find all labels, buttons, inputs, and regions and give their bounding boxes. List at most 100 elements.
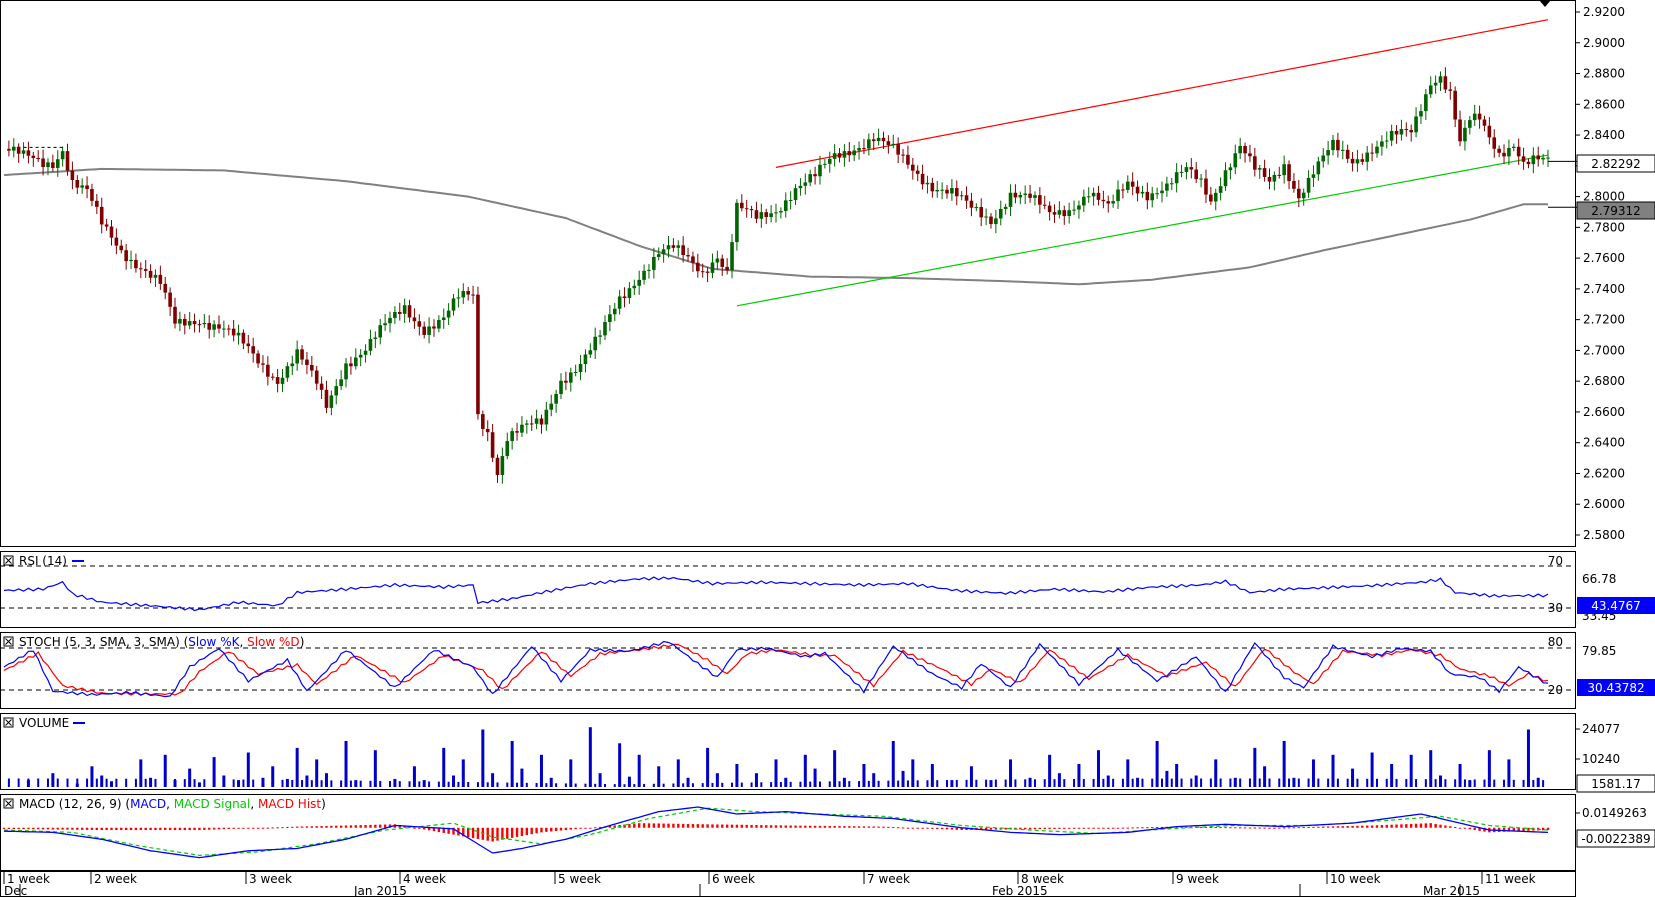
stoch-slow-d-label: Slow %D <box>247 635 300 649</box>
macd-hist-bar <box>882 826 885 828</box>
volume-bar <box>1155 741 1159 787</box>
candle-body <box>1233 153 1238 168</box>
volume-bar-small <box>174 779 177 787</box>
price-axis-label: 2.6000 <box>1583 497 1625 511</box>
macd-hist-bar <box>838 826 841 828</box>
volume-bar <box>373 750 377 787</box>
candle-body <box>725 266 729 271</box>
macd-hist-bar <box>1429 823 1432 828</box>
macd-hist-bar <box>857 826 861 828</box>
candle-body <box>1033 195 1037 198</box>
candle-body <box>935 189 940 192</box>
candle-body <box>481 414 485 429</box>
macd-hist-bar <box>71 827 74 830</box>
volume-bar-small <box>144 778 147 787</box>
candle-body <box>397 311 402 314</box>
candle-body <box>1072 209 1076 211</box>
volume-bar-small <box>1200 778 1203 787</box>
candle-body <box>720 258 725 267</box>
week-label: 7 week <box>867 872 910 886</box>
price-axis-label: 2.7800 <box>1583 220 1625 234</box>
candle-body <box>46 162 50 168</box>
volume-bar <box>324 773 328 787</box>
macd-hist-bar <box>1180 826 1183 828</box>
macd-hist-bar <box>848 826 851 828</box>
volume-bar-small <box>1014 779 1017 787</box>
volume-bar-small <box>682 783 685 787</box>
volume-bar-small <box>1121 778 1124 787</box>
macd-hist-bar <box>706 824 709 828</box>
candle-body <box>1292 181 1296 189</box>
candle-body <box>1458 119 1462 142</box>
macd-pane-frame <box>0 794 1576 871</box>
candle-body <box>95 200 99 207</box>
macd-hist-bar <box>217 827 221 830</box>
macd-value-box-bg <box>1576 829 1655 848</box>
macd-hist-bar <box>980 827 983 830</box>
macd-hist-bar <box>124 827 128 831</box>
macd-title-prefix: MACD (12, 26, 9) <box>19 797 122 811</box>
candle-body <box>173 306 177 324</box>
scroll-marker-icon[interactable] <box>1539 0 1551 7</box>
candle-body <box>1082 196 1086 206</box>
volume-bar-small <box>457 781 460 787</box>
macd-hist-bar <box>266 827 270 829</box>
candle-body <box>41 158 45 168</box>
candle-body <box>1165 183 1169 191</box>
volume-bar-small <box>1463 779 1466 787</box>
volume-close-icon-mark <box>5 719 12 726</box>
volume-bar <box>803 754 807 787</box>
volume-bar <box>1487 750 1491 787</box>
candle-body <box>744 208 749 210</box>
volume-bar-small <box>1082 778 1085 787</box>
candle-body <box>1414 116 1418 133</box>
macd-hist-bar <box>442 827 445 833</box>
candle-body <box>158 274 163 284</box>
macd-hist-bar <box>379 824 382 828</box>
candle-body <box>915 170 920 174</box>
volume-bar-small <box>271 779 274 787</box>
volume-bar-small <box>1503 779 1506 787</box>
candle-body <box>1223 170 1228 187</box>
candle-body <box>1336 139 1340 151</box>
volume-bar-small <box>1248 778 1251 787</box>
volume-bar-small <box>349 780 352 787</box>
candle-body <box>730 242 734 271</box>
macd-hist-bar <box>1458 827 1462 829</box>
candle-body <box>1238 145 1242 154</box>
candle-body <box>1121 189 1125 191</box>
macd-hist-bar <box>1307 826 1310 828</box>
candle-body <box>1257 168 1262 170</box>
macd-hist-bar <box>193 827 196 831</box>
macd-hist-bar <box>1366 825 1369 828</box>
candle-body <box>412 317 417 322</box>
volume-bar <box>452 775 456 787</box>
macd-hist-bar <box>1121 827 1125 829</box>
macd-hist-bar <box>1351 825 1354 828</box>
macd-hist-bar <box>1058 827 1061 829</box>
macd-hist-bar <box>1434 823 1437 828</box>
macd-hist-bar <box>984 827 988 830</box>
candle-body <box>1287 164 1291 182</box>
volume-bar-small <box>770 782 773 787</box>
macd-hist-bar <box>730 824 734 828</box>
candle-body <box>676 245 681 248</box>
candle-body <box>31 155 36 159</box>
macd-hist-bar <box>633 823 636 828</box>
volume-bar-small <box>1131 778 1134 787</box>
volume-bar-small <box>1219 778 1222 787</box>
macd-hist-bar <box>559 827 563 831</box>
rsi-pane <box>0 565 1575 612</box>
volume-bar-small <box>86 778 89 787</box>
macd-line <box>3 806 1549 859</box>
macd-hist-bar <box>1111 827 1115 829</box>
candle-body <box>1194 169 1199 180</box>
volume-bar <box>354 780 358 787</box>
macd-hist-bar <box>330 825 333 828</box>
macd-hist-bar <box>144 827 147 831</box>
candle-body <box>432 326 436 329</box>
candle-body <box>1536 155 1541 160</box>
macd-hist-bar <box>916 827 919 829</box>
candle-body <box>1038 195 1042 205</box>
macd-hist-bar <box>945 827 949 830</box>
